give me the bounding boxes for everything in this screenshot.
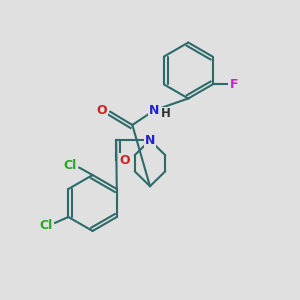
Text: O: O: [120, 154, 130, 167]
Text: Cl: Cl: [63, 159, 76, 172]
Text: Cl: Cl: [39, 219, 52, 232]
Text: O: O: [97, 104, 107, 117]
Text: F: F: [230, 78, 238, 91]
Text: N: N: [145, 134, 155, 147]
Text: H: H: [161, 107, 170, 120]
Text: N: N: [149, 104, 160, 117]
